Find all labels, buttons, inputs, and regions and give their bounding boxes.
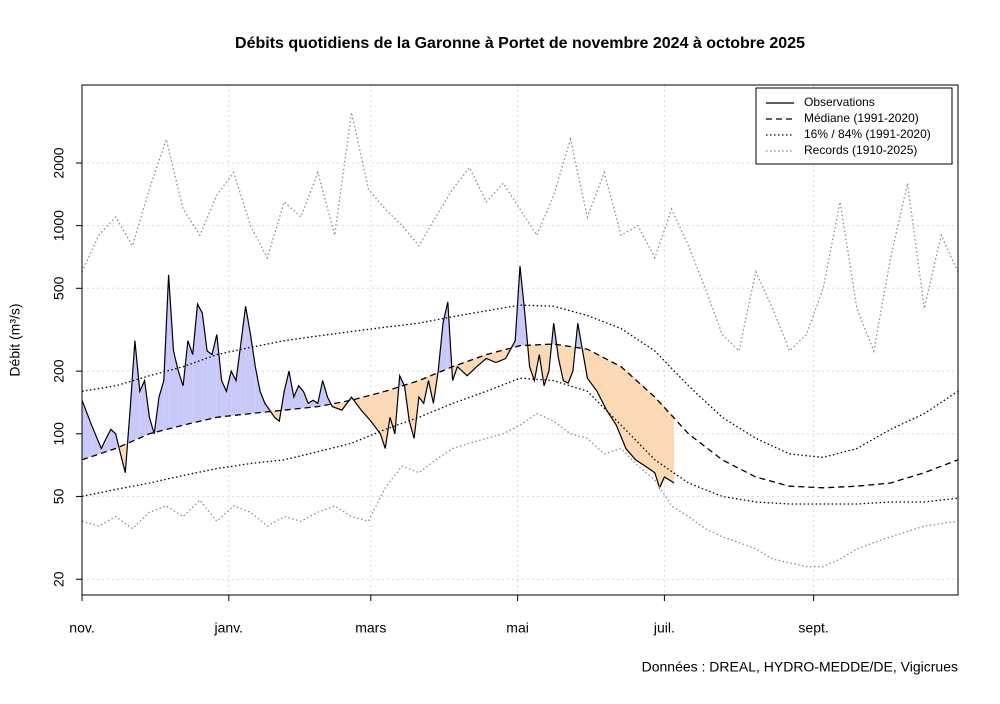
y-tick-label: 200 <box>51 359 67 383</box>
anomaly-fill <box>198 304 203 422</box>
anomaly-fill <box>294 386 299 409</box>
anomaly-fill <box>207 351 212 420</box>
anomaly-fill <box>135 341 140 440</box>
y-tick-label: 50 <box>51 488 67 504</box>
x-tick-label: juil. <box>653 620 675 636</box>
anomaly-fill <box>193 304 198 423</box>
legend-label: Médiane (1991-2020) <box>804 111 919 125</box>
chart-title: Débits quotidiens de la Garonne à Portet… <box>235 35 805 52</box>
legend-label: Observations <box>804 95 875 109</box>
lower-line <box>82 414 958 567</box>
anomaly-fill <box>226 371 231 416</box>
x-tick-label: mars <box>355 620 386 636</box>
y-axis-label: Débit (m³/s) <box>7 303 23 376</box>
x-tick-label: sept. <box>798 620 828 636</box>
anomaly-fill <box>563 345 568 383</box>
y-tick-label: 100 <box>51 422 67 446</box>
anomaly-fill <box>636 379 646 466</box>
anomaly-fill <box>669 411 674 483</box>
y-tick-label: 2000 <box>51 147 67 178</box>
anomaly-fill <box>361 395 371 421</box>
anomaly-fill <box>660 402 665 488</box>
y-tick-label: 500 <box>51 276 67 300</box>
x-tick-label: nov. <box>69 620 94 636</box>
y-tick-label: 20 <box>51 571 67 587</box>
x-tick-label: janv. <box>214 620 244 636</box>
source-note: Données : DREAL, HYDRO-MEDDE/DE, Vigicru… <box>642 659 958 675</box>
anomaly-fill <box>236 344 241 415</box>
y-tick-label: 1000 <box>51 210 67 241</box>
anomaly-fill <box>607 359 617 425</box>
anomaly-fill <box>626 370 636 459</box>
legend-label: 16% / 84% (1991-2020) <box>804 127 931 141</box>
anomaly-fill <box>231 371 236 416</box>
anomaly-fill <box>82 400 92 460</box>
legend-label: Records (1910-2025) <box>804 143 917 157</box>
x-tick-label: mai <box>506 620 529 636</box>
anomaly-fill <box>645 387 655 472</box>
anomaly-fill <box>169 275 174 429</box>
